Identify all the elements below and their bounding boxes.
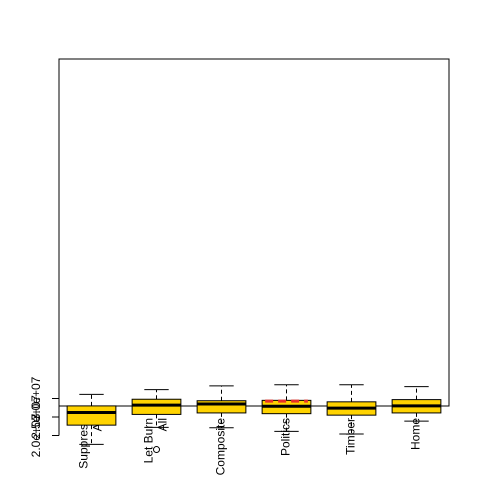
box-group (66, 393, 117, 445)
box-group (261, 384, 312, 432)
x-tick-label: All (156, 418, 170, 431)
y-tick-label: 2.5e+07 (29, 395, 43, 439)
plot-frame (58, 58, 450, 407)
y-axis: 2.0e+072.5e+073.0e+07 (29, 376, 60, 457)
x-tick-label: Let Burn (142, 418, 156, 463)
outlier-point (153, 446, 160, 454)
x-tick-label: Suppress (77, 418, 91, 469)
boxes-layer (66, 384, 442, 454)
box-group (326, 384, 377, 435)
x-axis: SuppressAllLet BurnAllCompositePoliticsT… (77, 405, 423, 476)
box-iqr (66, 405, 117, 426)
x-tick-label: Timber (344, 418, 358, 455)
box-group (196, 385, 247, 429)
box-group (131, 389, 182, 454)
box-group (391, 386, 442, 422)
y-tick-label: 2.0e+07 (29, 413, 43, 457)
x-tick-label: Politics (279, 418, 293, 456)
x-tick-label: Home (409, 418, 423, 450)
y-tick-label: 3.0e+07 (29, 376, 43, 420)
x-tick-label: Composite (214, 418, 228, 476)
box-iqr (131, 398, 182, 415)
